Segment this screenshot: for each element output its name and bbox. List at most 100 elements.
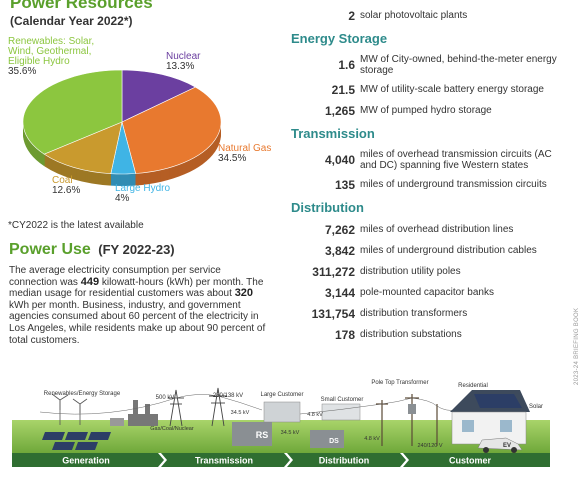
pie-label-value: 12.6% <box>52 185 81 196</box>
ev-car <box>477 437 523 453</box>
fact-text: miles of overhead transmission circuits … <box>360 148 552 171</box>
infographic-label: 34.5 kV <box>281 430 300 436</box>
pie-label-value: 35.6% <box>8 66 37 77</box>
fact-row: 1,265 MW of pumped hydro storage <box>290 100 562 121</box>
fact-text: pole-mounted capacitor banks <box>360 287 494 298</box>
bold-figure: 320 <box>234 287 254 300</box>
footnote: *CY2022 is the latest available <box>8 220 144 231</box>
transmission-towers <box>39 387 263 427</box>
solar-panels <box>42 432 111 450</box>
section-title: Power Use <box>9 241 91 258</box>
fact-value: 1.6 <box>338 57 355 72</box>
pie-slice <box>121 86 222 174</box>
fact-text: MW of pumped hydro storage <box>360 105 492 116</box>
pie-label-name: Large Hydro <box>115 183 171 194</box>
fact-value: 3,144 <box>324 285 355 300</box>
fact-row: 1.6 MW of City-owned, behind-the-meter en… <box>290 50 562 79</box>
infographic-label: 34.5 kV <box>231 410 250 416</box>
infographic-label: Solar <box>529 404 543 410</box>
fact-value: 131,754 <box>311 306 355 321</box>
fact-value: 2 <box>348 8 355 23</box>
stage-label: Distribution <box>319 456 370 466</box>
stage-bar <box>12 453 550 467</box>
fact-value: 1,265 <box>324 103 355 118</box>
pie-label-name: Coal <box>52 175 73 186</box>
fact-value: 178 <box>334 327 355 342</box>
fact-row: 3,144 pole-mounted capacitor banks <box>290 282 562 303</box>
paragraph-text: kilowatt-hours (kWh) per month. The medi… <box>9 276 264 300</box>
fact-row: 7,262 miles of overhead distribution line… <box>290 219 562 240</box>
infographic-label: Pole Top Transformer <box>371 380 428 386</box>
fact-value: 135 <box>334 177 355 192</box>
stage-separators <box>158 453 409 467</box>
infographic-label: DS <box>329 438 339 445</box>
fact-text: solar photovoltaic plants <box>360 10 468 21</box>
house <box>450 390 530 445</box>
fact-text: distribution substations <box>360 329 462 340</box>
infographic-label: 4.8 kV <box>307 412 323 418</box>
facts-column: 2 solar photovoltaic plants Energy Storage… <box>290 5 562 345</box>
infographic-label: Small Customer <box>321 397 364 403</box>
pie-label: Coal 12.6% <box>52 176 102 196</box>
fact-row: 21.5 MW of utility-scale battery energy s… <box>290 79 562 100</box>
pie-slice <box>121 69 197 123</box>
stage-label: Transmission <box>195 456 253 466</box>
section-title: Power Resources <box>10 0 153 12</box>
infographic-label: Large Customer <box>260 392 303 398</box>
fact-value: 7,262 <box>324 222 355 237</box>
stage-label: Customer <box>449 456 492 466</box>
pie-label: Renewables: Solar, Wind, Geothermal, Eli… <box>8 37 118 77</box>
pie-label-value: 13.3% <box>166 61 195 72</box>
fact-row: 178 distribution substations <box>290 324 562 345</box>
paragraph-text: The average electricity consumption per … <box>9 265 221 288</box>
section-subtitle: (Calendar Year 2022*) <box>10 14 133 28</box>
infographic-label: Renewables/Energy Storage <box>44 391 121 397</box>
substations <box>232 401 361 448</box>
paragraph-text: kWh per month. Business, industry, and g… <box>9 299 266 346</box>
pie-label-value: 34.5% <box>218 153 247 164</box>
pie-label-name: Natural Gas <box>218 143 272 154</box>
section-subtitle: (FY 2022-23) <box>98 242 175 257</box>
power-use-heading: Power Use (FY 2022-23) <box>9 241 175 259</box>
fact-row: 311,272 distribution utility poles <box>290 261 562 282</box>
pie-chart <box>22 69 222 186</box>
section-heading: Energy Storage <box>291 31 388 46</box>
fact-text: MW of utility-scale battery energy stora… <box>360 84 544 95</box>
fact-text: miles of underground transmission circui… <box>360 179 547 190</box>
infographic-label: 240/120 V <box>417 443 442 449</box>
distribution-poles <box>299 394 461 446</box>
section-heading: Transmission <box>291 126 375 141</box>
fact-text: MW of City-owned, behind-the-meter energ… <box>360 53 557 76</box>
bold-figure: 449 <box>80 275 100 288</box>
infographic-label: EV <box>503 443 511 449</box>
infographic-label: RS <box>256 430 269 440</box>
paragraph: The average electricity consumption per … <box>9 265 271 346</box>
infographic-label: Gas/Coal/Nuclear <box>150 426 194 432</box>
pie-label-name: Renewables: Solar, Wind, Geothermal, Eli… <box>8 36 95 67</box>
fact-text: miles of underground distribution cables <box>360 245 537 256</box>
infographic-label: 230/138 kV <box>213 393 243 399</box>
pie-label-name: Nuclear <box>166 51 201 62</box>
infographic: Renewables/Energy Storage 500 kV 230/138 k… <box>12 380 550 467</box>
pole-transformer <box>408 404 416 414</box>
fact-value: 3,842 <box>324 243 355 258</box>
infographic-label: 4.8 kV <box>364 436 380 442</box>
fact-row: 2 solar photovoltaic plants <box>290 5 562 26</box>
fact-text: distribution transformers <box>360 308 468 319</box>
power-plant <box>110 400 158 426</box>
fact-row: 131,754 distribution transformers <box>290 303 562 324</box>
fact-text: distribution utility poles <box>360 266 461 277</box>
fact-row: 4,040 miles of overhead transmission circ… <box>290 145 562 174</box>
wind-turbines <box>51 393 88 425</box>
pie-label: Natural Gas 34.5% <box>218 144 288 164</box>
pie-label: Nuclear 13.3% <box>166 52 246 72</box>
pie-slice <box>22 69 123 155</box>
infographic-label: Residential <box>458 383 488 389</box>
section-heading: Distribution <box>291 200 364 215</box>
fact-text: miles of overhead distribution lines <box>360 224 514 235</box>
fact-value: 311,272 <box>312 264 355 279</box>
pie-slice <box>43 121 123 174</box>
fact-row: 3,842 miles of underground distribution c… <box>290 240 562 261</box>
stage-label: Generation <box>62 456 110 466</box>
